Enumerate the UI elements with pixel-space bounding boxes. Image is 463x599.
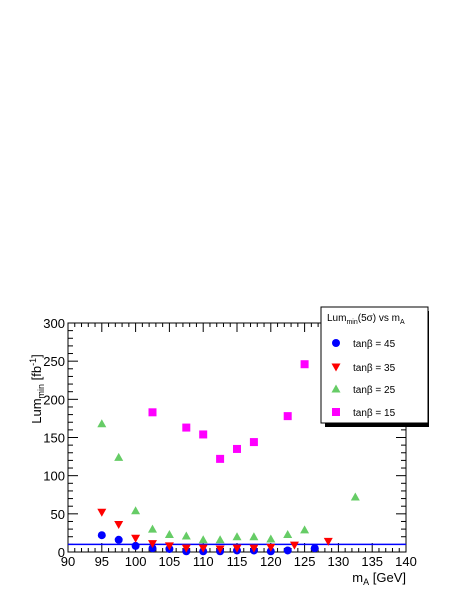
data-point (266, 534, 276, 543)
y-axis-title-sub: min (36, 384, 46, 399)
data-point (148, 540, 157, 549)
data-point (148, 524, 157, 533)
axes: 90 95 100 105 110 115 120 125 130 135 140 0 50 100 150… (43, 316, 417, 569)
legend-title-base: Lum (327, 313, 346, 324)
data-point (198, 544, 208, 553)
data-point (199, 430, 208, 439)
legend-entry-label: tanβ = 15 (353, 408, 396, 419)
legend-title-mid: (5σ) vs m (358, 313, 400, 324)
legend-entry-label: tanβ = 25 (353, 385, 396, 396)
data-point (266, 543, 276, 552)
x-axis-title: mA [GeV] (352, 570, 406, 587)
x-tick-label: 90 (61, 554, 75, 569)
legend-marker (331, 384, 341, 393)
data-point (232, 532, 242, 541)
y-axis-title-end: ] (29, 354, 44, 358)
data-point (97, 531, 106, 540)
data-point (249, 438, 258, 447)
y-tick-label: 50 (51, 507, 65, 522)
data-point (148, 544, 157, 553)
data-point (114, 521, 124, 530)
x-tick-label: 135 (361, 554, 383, 569)
data-point (97, 419, 107, 428)
legend-title-sub: min (346, 319, 357, 326)
data-point (323, 537, 333, 546)
data-point (164, 529, 174, 538)
data-point (114, 452, 124, 461)
data-point (289, 541, 299, 550)
data-marks (97, 360, 360, 556)
data-point (233, 444, 241, 453)
data-point (198, 535, 208, 544)
data-point (181, 544, 191, 553)
data-point (215, 535, 225, 544)
data-point (131, 541, 140, 550)
legend-entries: tanβ = 45 tanβ = 35 tanβ = 25 tanβ = 15 (331, 339, 396, 419)
y-tick-label: 250 (43, 354, 65, 369)
y-tick-label: 200 (43, 392, 65, 407)
data-point (350, 492, 360, 501)
data-point (131, 506, 141, 515)
legend-title: Lummin(5σ) vs mA (327, 313, 405, 326)
x-tick-label: 95 (95, 554, 109, 569)
x-tick-label: 115 (227, 554, 248, 569)
series-4 (148, 360, 309, 463)
x-tick-label: 130 (328, 554, 350, 569)
x-tick-label: 105 (159, 554, 181, 569)
data-point (182, 423, 191, 432)
x-axis-title-sub: A (363, 577, 369, 587)
legend-marker (332, 408, 340, 416)
y-axis-title-base: Lum (29, 398, 44, 423)
data-point (232, 544, 242, 553)
x-tick-label: 125 (294, 554, 316, 569)
series-2 (97, 508, 333, 554)
data-point (249, 532, 259, 541)
series-3 (97, 419, 360, 544)
y-axis-title-mid: [fb (29, 366, 44, 384)
legend-marker (332, 339, 340, 347)
y-axis-title: Lummin [fb-1] (28, 354, 46, 424)
legend-entry-label: tanβ = 35 (353, 363, 396, 374)
legend-entry-label: tanβ = 45 (353, 339, 396, 350)
x-tick-label: 110 (193, 554, 214, 569)
legend-marker (331, 363, 341, 372)
y-axis-title-sup: -1 (28, 358, 38, 366)
data-point (181, 531, 191, 540)
data-point (283, 546, 292, 555)
data-point (97, 508, 107, 517)
data-point (148, 408, 157, 417)
y-tick-label: 0 (58, 545, 65, 560)
legend-title-sub2: A (400, 319, 405, 326)
data-point (216, 454, 225, 463)
data-point (283, 529, 293, 538)
data-point (300, 525, 310, 534)
x-axis-title-rest: [GeV] (369, 570, 406, 585)
y-tick-label: 100 (43, 469, 65, 484)
x-tick-label: 100 (125, 554, 147, 569)
data-point (114, 535, 123, 544)
data-point (215, 545, 225, 554)
y-tick-label: 150 (43, 431, 65, 446)
data-point (249, 544, 259, 553)
y-tick-label: 300 (43, 316, 65, 331)
data-point (310, 544, 319, 553)
x-tick-label: 120 (260, 554, 282, 569)
data-point (300, 360, 309, 369)
data-point (131, 534, 141, 543)
data-point (164, 542, 174, 551)
data-point (283, 412, 292, 421)
x-tick-label: 140 (395, 554, 417, 569)
x-axis-title-base: m (352, 570, 363, 585)
